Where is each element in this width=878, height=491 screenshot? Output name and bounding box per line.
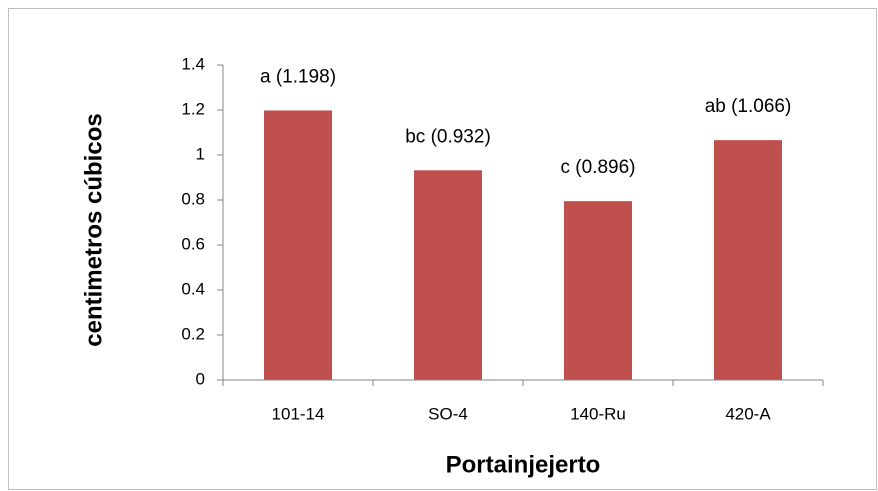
x-tick-label: SO-4 <box>428 404 468 423</box>
y-tick-label: 1.2 <box>181 99 205 118</box>
y-tick-label: 0 <box>196 369 205 388</box>
x-axis-title: Portainjejerto <box>446 451 601 478</box>
bar-annotation: bc (0.932) <box>405 126 491 147</box>
y-tick-label: 0.6 <box>181 234 205 253</box>
bar <box>414 170 482 380</box>
bar <box>564 201 632 380</box>
bar-annotation: c (0.896) <box>561 157 636 178</box>
y-tick-label: 0.8 <box>181 189 205 208</box>
x-tick-label: 420-A <box>725 404 771 423</box>
y-tick-label: 1 <box>196 144 205 163</box>
y-axis-title: centimetros cúbicos <box>80 113 107 346</box>
y-tick-label: 0.2 <box>181 324 205 343</box>
y-tick-label: 1.4 <box>181 54 205 73</box>
bar-annotation: a (1.198) <box>260 66 336 87</box>
bar-annotation: ab (1.066) <box>705 96 792 117</box>
y-tick-label: 0.4 <box>181 279 205 298</box>
bar <box>714 140 782 380</box>
bar <box>264 110 332 380</box>
x-tick-label: 140-Ru <box>570 404 626 423</box>
x-tick-label: 101-14 <box>272 404 325 423</box>
